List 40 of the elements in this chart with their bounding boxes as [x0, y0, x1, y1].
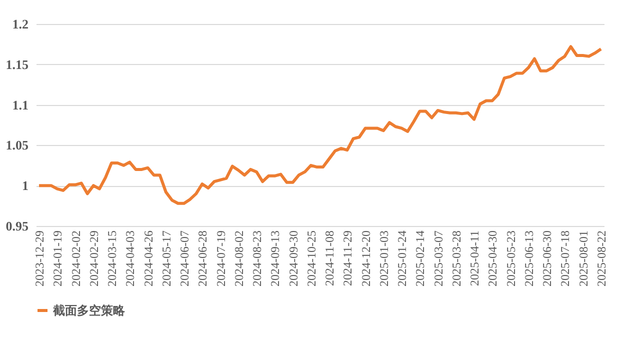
y-tick-label: 1.05 — [6, 138, 29, 153]
x-tick-label: 2025-02-14 — [413, 230, 428, 286]
line-series — [38, 45, 602, 205]
x-tick-label: 2025-03-07 — [431, 230, 446, 286]
x-tick-label: 2024-08-23 — [250, 230, 264, 286]
x-tick-label: 2025-07-18 — [558, 230, 572, 286]
y-tick-label: 0.95 — [6, 218, 29, 234]
x-tick-label: 2024-05-17 — [159, 230, 174, 286]
x-tick-label: 2025-08-22 — [594, 230, 608, 286]
x-tick-label: 2024-01-19 — [50, 230, 65, 286]
x-tick-label: 2025-06-13 — [522, 230, 536, 286]
x-tick-label: 2024-06-28 — [196, 230, 210, 286]
x-tick-label: 2025-06-30 — [540, 230, 554, 286]
y-tick-label: 1.2 — [12, 16, 28, 32]
x-tick-label: 2025-03-28 — [449, 230, 464, 286]
x-tick-label: 2024-02-02 — [68, 230, 83, 286]
x-tick-label: 2025-01-03 — [376, 230, 391, 286]
x-tick-label: 2024-04-26 — [141, 230, 156, 286]
x-tick-label: 2023-12-29 — [32, 230, 47, 286]
y-tick-label: 1.1 — [12, 97, 28, 112]
x-tick-label: 2024-08-02 — [232, 230, 246, 286]
x-tick-label: 2024-06-07 — [178, 230, 192, 286]
x-tick-label: 2024-09-13 — [268, 230, 282, 286]
x-tick-label: 2024-03-15 — [105, 230, 120, 286]
x-tick-label: 2025-04-30 — [486, 230, 500, 286]
x-tick-label: 2024-02-29 — [86, 230, 101, 286]
legend-label: 截面多空策略 — [52, 304, 126, 318]
x-tick-label: 2025-08-01 — [576, 230, 590, 286]
x-tick-label: 2025-05-23 — [504, 230, 518, 286]
y-tick-label: 1 — [22, 178, 28, 194]
x-tick-label: 2025-01-24 — [395, 230, 410, 286]
x-tick-label: 2025-04-11 — [468, 230, 482, 286]
x-tick-label: 2024-09-30 — [286, 230, 300, 286]
x-tick-label: 2024-11-08 — [322, 230, 337, 286]
x-tick-label: 2024-07-19 — [214, 230, 228, 286]
x-tick-label: 2024-11-29 — [340, 230, 355, 286]
x-tick-label: 2024-10-25 — [304, 230, 318, 286]
y-tick-label: 1.15 — [6, 56, 29, 72]
x-tick-label: 2024-04-03 — [123, 230, 138, 286]
x-tick-label: 2024-12-20 — [358, 230, 373, 286]
